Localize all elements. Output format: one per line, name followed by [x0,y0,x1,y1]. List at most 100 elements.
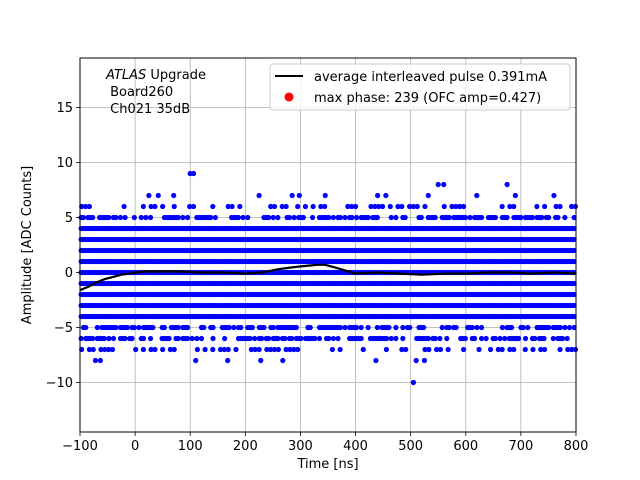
x-tick-label: 0 [131,439,139,454]
sample-point [462,335,468,342]
sample-point [330,335,337,342]
sample-point [265,335,272,342]
sample-point [90,214,96,221]
sample-point [259,335,265,342]
sample-point [507,346,513,353]
sample-point [113,214,119,221]
sample-point [106,214,112,221]
sample-point [478,335,485,342]
sample-point [368,203,374,210]
sample-point [439,324,445,331]
sample-point [268,203,274,210]
outlier-point [296,192,302,199]
sample-point [187,203,193,210]
sample-point [184,324,191,331]
sample-point [298,335,304,342]
sample-point [541,335,547,342]
sample-point [502,335,508,342]
sample-point [511,346,517,353]
sample-point [337,324,343,331]
sample-point [210,203,216,210]
sample-point [492,214,499,221]
sample-point [571,324,577,331]
sample-point [400,335,406,342]
sample-point [335,335,341,342]
outlier-point [256,192,262,199]
sample-point [487,346,494,353]
sample-point [422,203,428,210]
outlier-point [512,192,518,199]
sample-point [82,203,89,210]
sample-point [326,335,332,342]
sample-point [546,324,552,331]
sample-point [106,335,112,342]
sample-point [515,335,522,342]
sample-point [175,214,181,221]
y-tick-label: −10 [46,376,73,391]
x-tick-label: 500 [398,439,423,454]
channel-label: Ch021 35dB [106,102,190,117]
outlier-point [421,357,428,364]
outlier-point [373,357,379,364]
sample-point [282,335,288,342]
sample-point [237,203,243,210]
sample-point [201,324,207,331]
sample-point [229,203,235,210]
sample-point [143,214,149,221]
sample-point [190,203,197,210]
sample-point [393,214,399,221]
sample-point [238,324,244,331]
x-tick-label: 700 [508,439,533,454]
sample-point [352,203,359,210]
sample-point [565,346,571,353]
sample-point [376,203,382,210]
outlier-points [92,170,557,386]
sample-point [520,324,526,331]
y-tick-label: −5 [54,321,73,336]
sample-point [504,214,510,221]
legend-entry-max-phase: max phase: 239 (OFC amp=0.427) [314,91,541,106]
outlier-point [97,357,103,364]
y-tick-label: 15 [56,101,73,116]
sample-point [557,203,563,210]
sample-point [483,335,489,342]
sample-point [360,346,366,353]
sample-point [358,324,364,331]
sample-point [571,236,577,243]
sample-point [571,291,577,298]
sample-point [225,203,231,210]
sample-point [113,324,119,331]
atlas-word: ATLAS [105,68,146,83]
sample-point [147,335,154,342]
sample-point [410,203,417,210]
sample-point [295,203,301,210]
sample-point [140,335,147,342]
sample-point [446,324,452,331]
sample-point [160,203,166,210]
sample-point [252,346,258,353]
sample-point [541,203,548,210]
y-tick-label: 10 [56,156,73,171]
sample-point [476,346,482,353]
sample-point [432,335,438,342]
sample-point [471,335,478,342]
sample-point [283,346,289,353]
sample-point [252,335,258,342]
sample-point [342,324,348,331]
sample-point [184,335,191,342]
outlier-point [383,192,389,199]
sample-point [557,324,563,331]
x-tick-label: 600 [453,439,478,454]
sample-point [441,203,447,210]
sample-point [326,214,332,221]
legend: average interleaved pulse 0.391mA max ph… [269,63,571,111]
sample-point [511,203,517,210]
sample-point [124,324,130,331]
sample-point [557,346,563,353]
sample-point [474,324,480,331]
sample-point [460,203,467,210]
sample-point [300,214,306,221]
outlier-point [504,181,510,188]
sample-point [249,324,255,331]
sample-point [318,203,324,210]
